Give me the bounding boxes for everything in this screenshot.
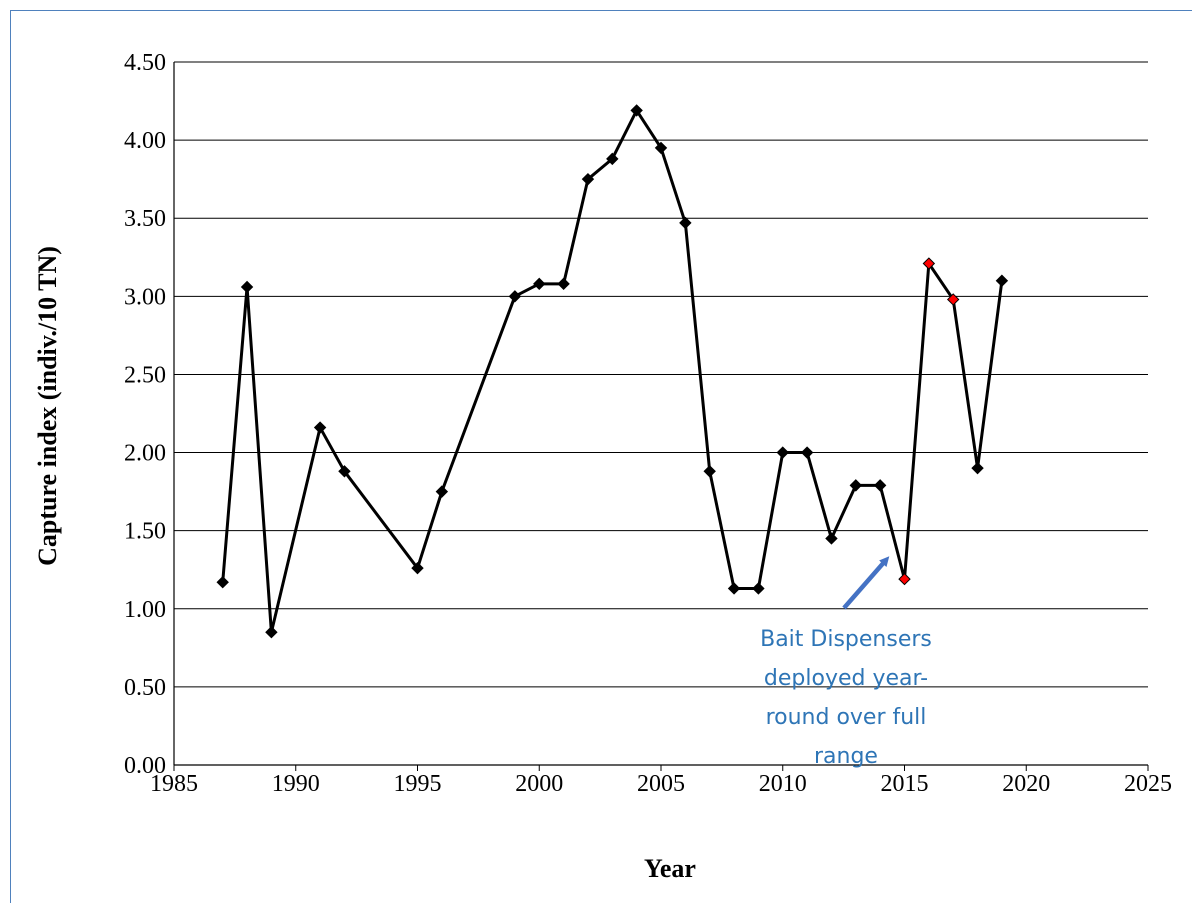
data-point bbox=[630, 104, 643, 117]
x-tick-label: 2020 bbox=[1002, 771, 1050, 797]
data-point bbox=[216, 576, 229, 589]
data-point bbox=[946, 293, 960, 306]
data-point bbox=[752, 582, 765, 595]
data-point bbox=[508, 290, 522, 303]
y-tick-label: 0.00 bbox=[124, 753, 166, 779]
y-tick-label: 4.00 bbox=[124, 128, 166, 154]
x-tick-label: 1985 bbox=[150, 771, 198, 797]
y-tick-label: 3.00 bbox=[124, 284, 166, 310]
y-tick-label: 1.50 bbox=[124, 519, 166, 545]
x-tick-label: 2010 bbox=[759, 771, 807, 797]
x-tick-label: 2025 bbox=[1124, 771, 1172, 797]
data-point bbox=[800, 446, 814, 459]
data-point bbox=[922, 257, 936, 270]
data-point bbox=[727, 582, 741, 595]
data-point bbox=[313, 421, 327, 434]
data-point bbox=[971, 461, 984, 475]
x-axis-title: Year bbox=[644, 854, 696, 883]
data-point bbox=[338, 465, 351, 478]
data-point bbox=[240, 280, 254, 294]
data-point bbox=[265, 626, 278, 639]
annotation-line: deployed year- bbox=[764, 666, 928, 691]
series-line bbox=[221, 108, 1004, 634]
data-point bbox=[557, 277, 570, 291]
data-point bbox=[825, 532, 838, 545]
data-point bbox=[679, 216, 692, 230]
data-point bbox=[849, 479, 863, 492]
y-tick-label: 1.00 bbox=[124, 597, 166, 623]
data-point bbox=[654, 141, 668, 155]
data-point bbox=[995, 274, 1009, 287]
chart-frame bbox=[10, 10, 1192, 903]
annotation-group: Bait Dispensers deployed year-round over … bbox=[760, 556, 932, 769]
y-tick-label: 3.50 bbox=[124, 206, 166, 232]
y-tick-label: 2.00 bbox=[124, 441, 166, 467]
y-tick-labels: 0.00 0.50 1.00 1.50 2.00 2.50 3.00 3.50 4.00 4.50 bbox=[124, 50, 166, 779]
y-axis-title: Capture index (indiv./10 TN) bbox=[33, 246, 62, 566]
data-point bbox=[776, 446, 789, 459]
series-group bbox=[216, 104, 1009, 639]
x-tick-label: 2015 bbox=[881, 771, 929, 797]
annotation-arrow bbox=[842, 556, 890, 610]
y-tick-label: 0.50 bbox=[124, 675, 166, 701]
data-point bbox=[533, 277, 546, 291]
x-tick-label: 1995 bbox=[394, 771, 442, 797]
data-point bbox=[703, 465, 716, 478]
data-point bbox=[411, 561, 424, 575]
x-tick-labels: 1985 1990 1995 2000 2005 2010 2015 2020 2025 bbox=[150, 771, 1172, 797]
data-point bbox=[581, 172, 595, 186]
data-point bbox=[435, 485, 449, 498]
data-point bbox=[873, 479, 887, 492]
annotation-line: round over full bbox=[766, 705, 927, 730]
annotation-line: range bbox=[814, 744, 878, 769]
y-tick-label: 4.50 bbox=[124, 50, 166, 76]
annotation-text: Bait Dispensers deployed year-round over … bbox=[760, 627, 932, 769]
data-point bbox=[898, 572, 911, 586]
x-tick-label: 2000 bbox=[515, 771, 563, 797]
data-point bbox=[606, 152, 619, 166]
axes bbox=[173, 62, 1149, 771]
annotation-line: Bait Dispensers bbox=[760, 627, 932, 652]
x-tick-label: 1990 bbox=[272, 771, 320, 797]
y-tick-label: 2.50 bbox=[124, 362, 166, 388]
gridlines bbox=[174, 61, 1148, 688]
x-tick-label: 2005 bbox=[637, 771, 685, 797]
